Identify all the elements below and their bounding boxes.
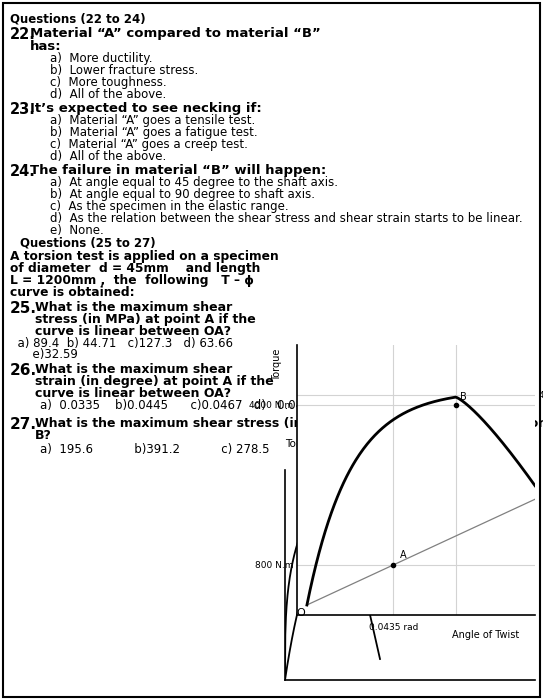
Text: Questions (25 to 27): Questions (25 to 27): [20, 237, 156, 250]
Text: B?: B?: [35, 429, 52, 442]
Text: 0.0435 rad: 0.0435 rad: [369, 622, 418, 631]
Text: 23.: 23.: [10, 102, 36, 117]
Text: 4000 N.m: 4000 N.m: [249, 400, 293, 410]
Text: a)  Material “A” goes a tensile test.: a) Material “A” goes a tensile test.: [50, 114, 255, 127]
Text: c)  Material “A” goes a creep test.: c) Material “A” goes a creep test.: [50, 138, 248, 151]
Text: Questions (22 to 24): Questions (22 to 24): [10, 12, 146, 25]
Text: Material “A” compared to material “B”: Material “A” compared to material “B”: [30, 27, 321, 40]
Text: a)  At angle equal to 45 degree to the shaft axis.: a) At angle equal to 45 degree to the sh…: [50, 176, 338, 189]
Text: a) 89.4  b) 44.71   c)127.3   d) 63.66: a) 89.4 b) 44.71 c)127.3 d) 63.66: [10, 337, 233, 350]
Text: B: B: [459, 393, 466, 402]
Text: e)  None.: e) None.: [50, 224, 104, 237]
Text: What is the maximum shear stress (in MPa) at point B if the curve is nonlinear b: What is the maximum shear stress (in MPa…: [35, 417, 543, 430]
Text: strain (in degree) at point A if the: strain (in degree) at point A if the: [35, 375, 274, 388]
Text: A torsion test is applied on a specimen: A torsion test is applied on a specimen: [10, 250, 279, 263]
Text: has:: has:: [30, 40, 61, 53]
Text: a)  More ductility.: a) More ductility.: [50, 52, 153, 65]
Text: c)  More toughness.: c) More toughness.: [50, 76, 167, 89]
Text: b)  Lower fracture stress.: b) Lower fracture stress.: [50, 64, 198, 77]
Text: curve is linear between OA?: curve is linear between OA?: [35, 325, 231, 338]
Text: 25.: 25.: [10, 301, 37, 316]
Text: d)  All of the above.: d) All of the above.: [50, 150, 166, 163]
Text: c)  As the specimen in the elastic range.: c) As the specimen in the elastic range.: [50, 200, 289, 213]
Text: e)32.59: e)32.59: [10, 348, 78, 361]
Text: O: O: [296, 608, 305, 617]
Text: 22.: 22.: [10, 27, 36, 42]
Text: a)  0.0335    b)0.0445      c)0.0467   d)   0.0453    e) 0.0567: a) 0.0335 b)0.0445 c)0.0467 d) 0.0453 e)…: [10, 399, 389, 412]
Text: curve is obtained:: curve is obtained:: [10, 286, 135, 299]
Text: Torque (N.m): Torque (N.m): [285, 439, 352, 449]
Text: 24.: 24.: [10, 164, 36, 179]
Text: Angle of Twist: Angle of Twist: [452, 630, 519, 640]
Text: b)  At angle equal to 90 degree to shaft axis.: b) At angle equal to 90 degree to shaft …: [50, 188, 315, 201]
Text: What is the maximum shear: What is the maximum shear: [35, 301, 232, 314]
Text: d)  As the relation between the shear stress and shear strain starts to be linea: d) As the relation between the shear str…: [50, 212, 522, 225]
Text: It’s expected to see necking if:: It’s expected to see necking if:: [30, 102, 262, 115]
Text: What is the maximum shear: What is the maximum shear: [35, 363, 232, 376]
Text: 27.: 27.: [10, 417, 37, 432]
Text: d)  All of the above.: d) All of the above.: [50, 88, 166, 101]
Text: stress (in MPa) at point A if the: stress (in MPa) at point A if the: [35, 313, 256, 326]
Text: curve is linear between OA?: curve is linear between OA?: [35, 387, 231, 400]
Text: of diameter  d = 45mm    and length: of diameter d = 45mm and length: [10, 262, 261, 275]
Text: 4200 N.m: 4200 N.m: [539, 391, 543, 400]
Text: 26.: 26.: [10, 363, 37, 378]
Text: 800 N.m: 800 N.m: [255, 561, 293, 570]
Text: A: A: [400, 550, 407, 560]
Text: a)  195.6           b)391.2           c) 278.5           d)   416.6           e): a) 195.6 b)391.2 c) 278.5 d) 416.6 e): [10, 443, 454, 456]
Text: The failure in material “B” will happen:: The failure in material “B” will happen:: [30, 164, 326, 177]
Text: L = 1200mm ,  the  following   T – ϕ: L = 1200mm , the following T – ϕ: [10, 274, 254, 287]
Text: A: A: [336, 478, 344, 489]
Text: Torque: Torque: [272, 349, 282, 382]
Text: b)  Material “A” goes a fatigue test.: b) Material “A” goes a fatigue test.: [50, 126, 257, 139]
